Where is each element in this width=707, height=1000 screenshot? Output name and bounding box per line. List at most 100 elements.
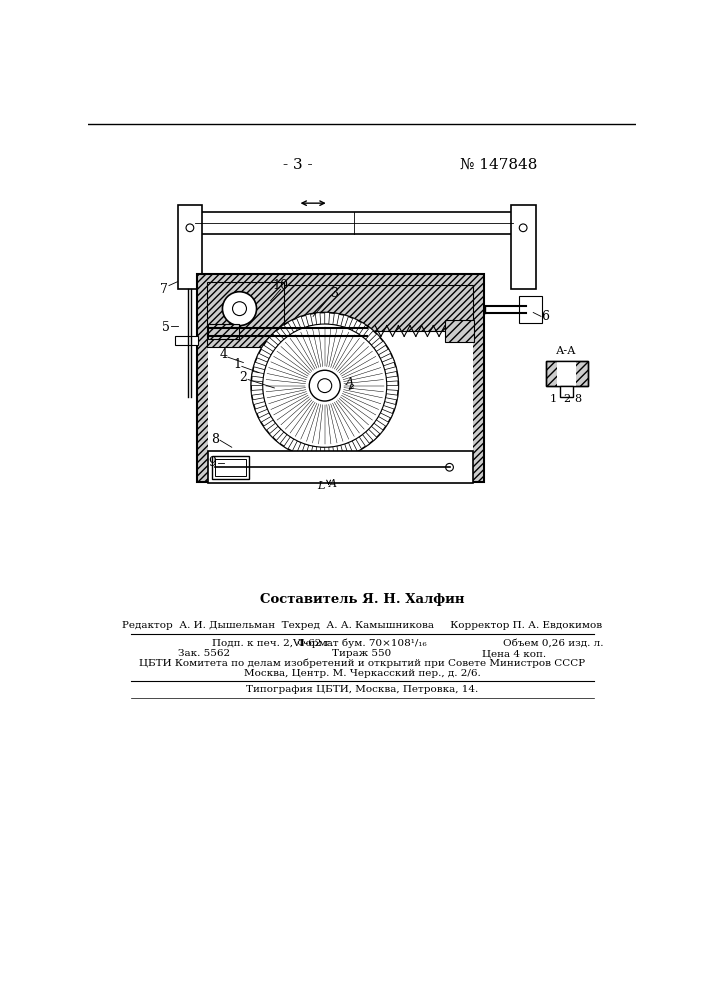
Polygon shape — [267, 337, 278, 348]
Text: 2: 2 — [563, 394, 570, 404]
Text: 7: 7 — [160, 283, 168, 296]
Polygon shape — [325, 312, 329, 324]
Polygon shape — [383, 402, 396, 409]
Polygon shape — [276, 432, 287, 444]
Polygon shape — [257, 353, 269, 362]
Text: ЦБТИ Комитета по делам изобретений и открытий при Совете Министров СССР: ЦБТИ Комитета по делам изобретений и отк… — [139, 659, 585, 668]
Polygon shape — [386, 376, 398, 382]
Polygon shape — [385, 394, 398, 400]
Text: 4: 4 — [219, 348, 227, 361]
Polygon shape — [366, 429, 377, 441]
Text: 1: 1 — [550, 394, 557, 404]
Text: 6: 6 — [542, 310, 549, 323]
Polygon shape — [251, 381, 263, 386]
Polygon shape — [376, 416, 389, 426]
Text: А-А: А-А — [556, 346, 577, 356]
Bar — [546, 361, 588, 386]
Bar — [207, 282, 284, 347]
Text: 3: 3 — [331, 287, 339, 300]
Polygon shape — [352, 439, 361, 451]
Polygon shape — [363, 328, 373, 339]
Text: Составитель Я. Н. Халфин: Составитель Я. Н. Халфин — [259, 593, 464, 606]
Polygon shape — [315, 313, 321, 325]
Bar — [197, 274, 484, 482]
Bar — [518, 296, 542, 323]
Bar — [208, 324, 239, 339]
Circle shape — [445, 463, 453, 471]
Bar — [208, 451, 473, 483]
Text: 5: 5 — [162, 321, 170, 334]
Text: L: L — [317, 481, 325, 491]
Polygon shape — [264, 420, 276, 430]
Polygon shape — [280, 325, 291, 337]
Circle shape — [317, 379, 332, 393]
Polygon shape — [252, 371, 264, 378]
Text: Типография ЦБТИ, Москва, Петровка, 14.: Типография ЦБТИ, Москва, Петровка, 14. — [246, 685, 478, 694]
Polygon shape — [296, 316, 305, 329]
Polygon shape — [292, 441, 301, 453]
Polygon shape — [378, 349, 391, 358]
Circle shape — [309, 370, 340, 401]
Bar — [557, 361, 575, 386]
Polygon shape — [269, 426, 281, 437]
Polygon shape — [349, 318, 357, 330]
Bar — [561, 386, 573, 397]
Polygon shape — [252, 398, 265, 405]
Polygon shape — [382, 358, 395, 366]
Bar — [510, 205, 535, 289]
Polygon shape — [371, 423, 383, 434]
Text: A: A — [346, 377, 354, 387]
Polygon shape — [310, 446, 317, 458]
Polygon shape — [273, 331, 284, 342]
Polygon shape — [320, 447, 325, 459]
Polygon shape — [359, 435, 370, 446]
Polygon shape — [333, 313, 339, 325]
Text: 1: 1 — [233, 358, 241, 371]
Text: 2: 2 — [240, 371, 247, 384]
Circle shape — [223, 292, 257, 326]
Bar — [175, 336, 199, 345]
Text: Подп. к печ. 2,VI-62 г.: Подп. к печ. 2,VI-62 г. — [212, 639, 334, 648]
Text: Объем 0,26 изд. л.: Объем 0,26 изд. л. — [503, 639, 604, 648]
Text: Москва, Центр. М. Черкасский пер., д. 2/6.: Москва, Центр. М. Черкасский пер., д. 2/… — [244, 669, 480, 678]
Polygon shape — [341, 315, 349, 327]
Bar — [546, 361, 588, 386]
Text: Редактор  А. И. Дышельман  Техред  А. А. Камышникова     Корректор П. А. Евдоким: Редактор А. И. Дышельман Техред А. А. Ка… — [122, 621, 602, 630]
Text: № 147848: № 147848 — [460, 158, 538, 172]
Polygon shape — [337, 445, 344, 457]
Text: 8: 8 — [575, 394, 582, 404]
Bar — [526, 302, 540, 319]
Text: 9: 9 — [209, 456, 216, 469]
Text: Тираж 550: Тираж 550 — [332, 649, 392, 658]
Polygon shape — [374, 341, 386, 351]
Text: A: A — [329, 479, 337, 489]
Circle shape — [519, 224, 527, 232]
Bar — [208, 285, 473, 471]
Text: 8: 8 — [211, 433, 218, 446]
Bar — [561, 386, 573, 397]
Polygon shape — [305, 314, 312, 326]
Polygon shape — [288, 320, 298, 332]
Text: Зак. 5562: Зак. 5562 — [177, 649, 230, 658]
Polygon shape — [301, 444, 309, 456]
Polygon shape — [284, 437, 293, 449]
Circle shape — [263, 324, 387, 447]
Polygon shape — [345, 443, 353, 455]
Bar — [208, 285, 473, 331]
Bar — [177, 205, 202, 289]
Bar — [195, 212, 513, 234]
Bar — [215, 459, 246, 476]
Circle shape — [186, 224, 194, 232]
Bar — [211, 456, 249, 479]
Circle shape — [233, 302, 247, 316]
Text: - 3 -: - 3 - — [283, 158, 312, 172]
Polygon shape — [261, 345, 273, 355]
Polygon shape — [368, 334, 380, 345]
Polygon shape — [259, 413, 271, 422]
Text: 10: 10 — [273, 279, 288, 292]
Circle shape — [251, 312, 398, 459]
Polygon shape — [387, 386, 398, 390]
Polygon shape — [329, 447, 334, 459]
Polygon shape — [380, 409, 393, 418]
Polygon shape — [385, 367, 397, 374]
